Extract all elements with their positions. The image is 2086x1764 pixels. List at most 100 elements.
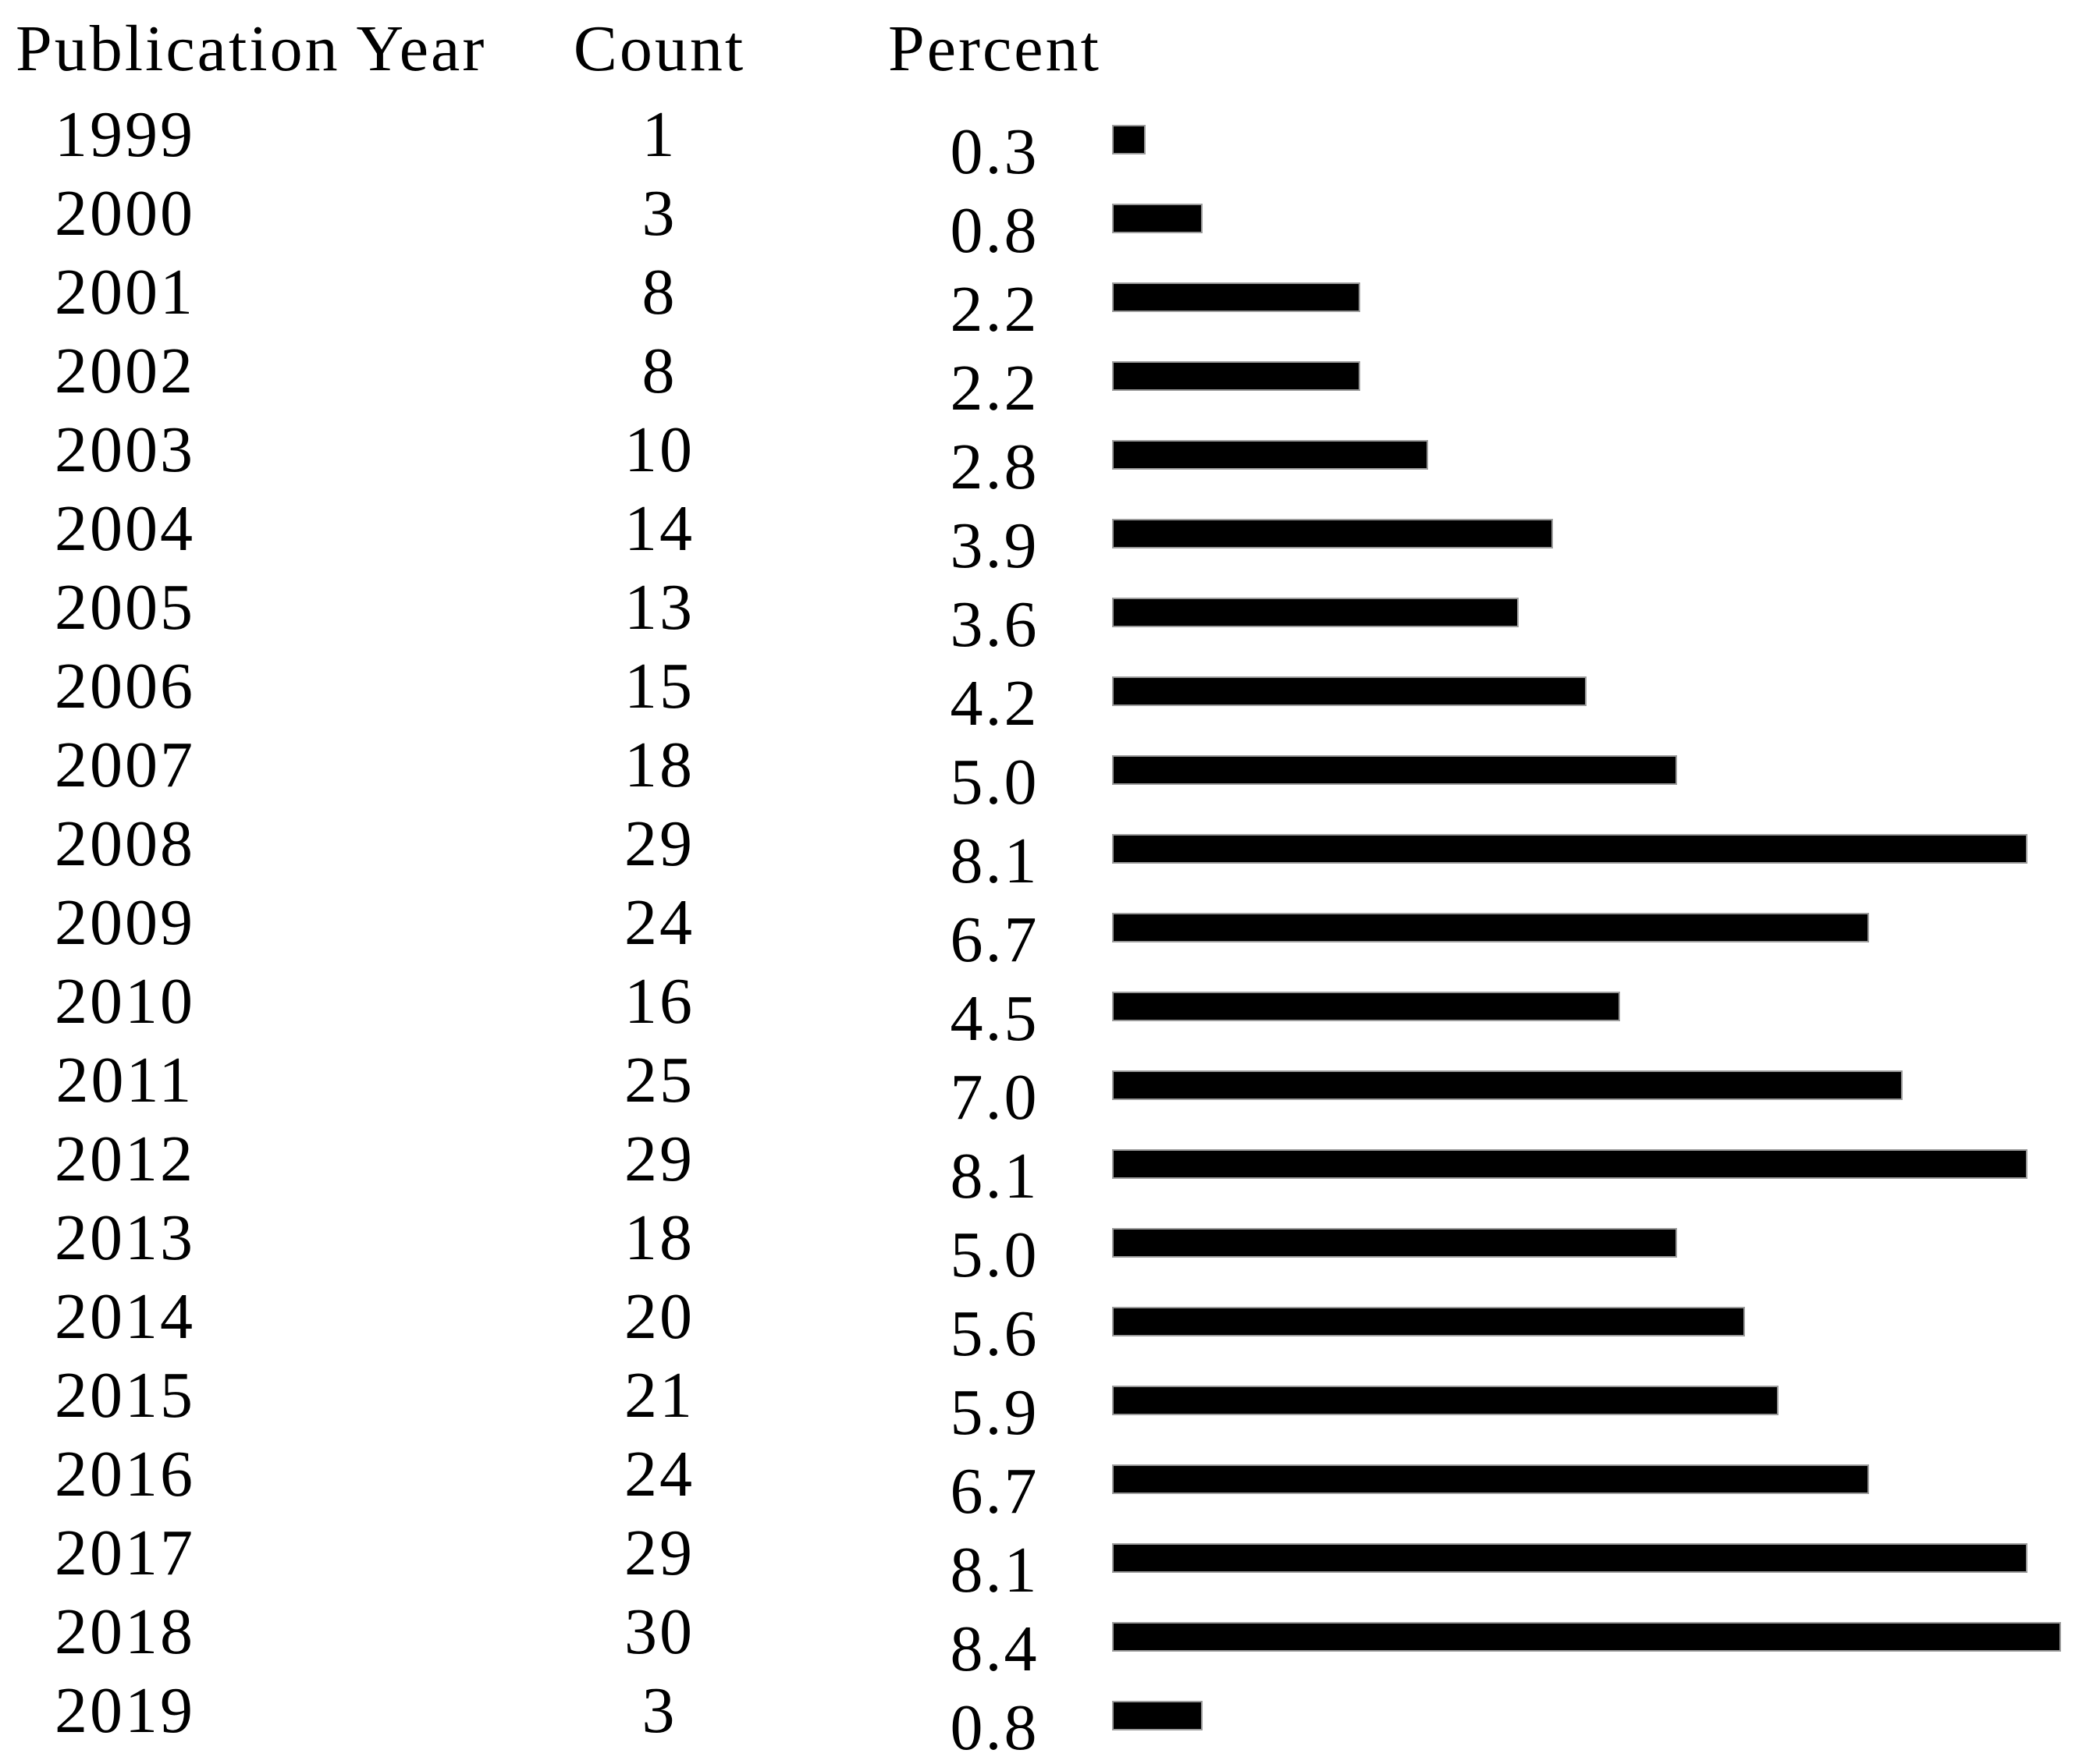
percent-bar	[1112, 519, 1553, 548]
year-cell: 2014	[55, 1280, 195, 1353]
percent-bar	[1112, 834, 2027, 864]
count-cell: 13	[624, 571, 695, 644]
percent-bar	[1112, 1070, 1903, 1100]
count-cell: 3	[641, 177, 677, 250]
percent-cell: 4.2	[950, 667, 1039, 740]
year-cell: 2017	[55, 1517, 195, 1589]
count-cell: 30	[624, 1595, 695, 1668]
table-row: 2017 29 8.1	[0, 1514, 2086, 1606]
year-cell: 2009	[55, 886, 195, 959]
table-row: 2003 10 2.8	[0, 410, 2086, 503]
count-cell: 29	[624, 807, 695, 880]
col-header-percent: Percent	[888, 12, 1101, 85]
count-cell: 16	[624, 965, 695, 1038]
year-cell: 2015	[55, 1359, 195, 1432]
count-cell: 24	[624, 886, 695, 959]
year-cell: 2018	[55, 1595, 195, 1668]
percent-cell: 5.6	[950, 1297, 1039, 1370]
table-row: 2013 18 5.0	[0, 1198, 2086, 1291]
percent-bar	[1112, 125, 1146, 154]
count-cell: 18	[624, 1201, 695, 1274]
percent-bar	[1112, 1386, 1779, 1415]
year-cell: 2002	[55, 335, 195, 407]
percent-bar	[1112, 1464, 1869, 1494]
count-cell: 24	[624, 1438, 695, 1510]
count-cell: 29	[624, 1517, 695, 1589]
percent-bar	[1112, 204, 1203, 233]
percent-cell: 5.9	[950, 1376, 1039, 1449]
percent-cell: 8.4	[950, 1613, 1039, 1685]
percent-bar	[1112, 440, 1428, 470]
percent-bar	[1112, 282, 1360, 312]
percent-cell: 8.1	[950, 1140, 1039, 1212]
table-row: 1999 1 0.3	[0, 95, 2086, 188]
percent-bar	[1112, 1149, 2027, 1179]
count-cell: 14	[624, 492, 695, 565]
count-cell: 25	[624, 1044, 695, 1116]
year-cell: 2000	[55, 177, 195, 250]
year-cell: 2016	[55, 1438, 195, 1510]
count-cell: 8	[641, 335, 677, 407]
percent-cell: 2.2	[950, 352, 1039, 424]
table-row: 2015 21 5.9	[0, 1356, 2086, 1449]
percent-bar	[1112, 992, 1620, 1021]
count-cell: 18	[624, 729, 695, 801]
table-row: 2000 3 0.8	[0, 174, 2086, 267]
table-row: 2010 16 4.5	[0, 962, 2086, 1055]
table-row: 2019 3 0.8	[0, 1671, 2086, 1764]
percent-cell: 8.1	[950, 1534, 1039, 1606]
year-cell: 2001	[55, 256, 195, 328]
percent-bar	[1112, 1543, 2027, 1573]
table-row: 2004 14 3.9	[0, 489, 2086, 582]
percent-cell: 4.5	[950, 982, 1039, 1055]
year-cell: 2003	[55, 413, 195, 486]
percent-bar	[1112, 361, 1360, 391]
year-cell: 2007	[55, 729, 195, 801]
table-row: 2014 20 5.6	[0, 1277, 2086, 1370]
percent-cell: 2.8	[950, 431, 1039, 503]
percent-cell: 7.0	[950, 1061, 1039, 1134]
count-cell: 3	[641, 1674, 677, 1747]
year-cell: 2008	[55, 807, 195, 880]
col-header-count: Count	[573, 12, 746, 85]
table-rows: 1999 1 0.3 2000 3 0.8 2001 8 2.2 2002 8 2.2 2003 10 2.…	[0, 95, 2086, 1764]
count-cell: 20	[624, 1280, 695, 1353]
table-row: 2002 8 2.2	[0, 332, 2086, 424]
table-row: 2018 30 8.4	[0, 1592, 2086, 1685]
table-row: 2001 8 2.2	[0, 253, 2086, 346]
percent-cell: 3.6	[950, 588, 1039, 661]
percent-bar	[1112, 1701, 1203, 1730]
year-cell: 2012	[55, 1123, 195, 1195]
year-cell: 2005	[55, 571, 195, 644]
table-row: 2016 24 6.7	[0, 1435, 2086, 1528]
year-cell: 2011	[55, 1044, 194, 1116]
year-cell: 2019	[55, 1674, 195, 1747]
year-cell: 2013	[55, 1201, 195, 1274]
table-row: 2008 29 8.1	[0, 804, 2086, 897]
table-row: 2006 15 4.2	[0, 647, 2086, 740]
percent-cell: 5.0	[950, 1219, 1039, 1291]
percent-bar	[1112, 598, 1519, 627]
table-row: 2007 18 5.0	[0, 726, 2086, 818]
percent-cell: 6.7	[950, 903, 1039, 976]
count-cell: 21	[624, 1359, 695, 1432]
table-row: 2012 29 8.1	[0, 1120, 2086, 1212]
percent-cell: 0.8	[950, 194, 1039, 267]
count-cell: 1	[641, 98, 677, 171]
year-cell: 2006	[55, 650, 195, 722]
percent-bar	[1112, 1228, 1677, 1258]
year-cell: 2010	[55, 965, 195, 1038]
col-header-publication-year: Publication Year	[16, 12, 487, 85]
percent-cell: 2.2	[950, 273, 1039, 346]
percent-bar	[1112, 913, 1869, 942]
percent-cell: 6.7	[950, 1455, 1039, 1528]
percent-cell: 5.0	[950, 746, 1039, 818]
percent-bar	[1112, 1307, 1745, 1336]
percent-cell: 0.3	[950, 115, 1039, 188]
percent-cell: 8.1	[950, 825, 1039, 897]
count-cell: 15	[624, 650, 695, 722]
count-cell: 10	[624, 413, 695, 486]
percent-bar	[1112, 676, 1587, 706]
percent-bar	[1112, 1622, 2061, 1652]
